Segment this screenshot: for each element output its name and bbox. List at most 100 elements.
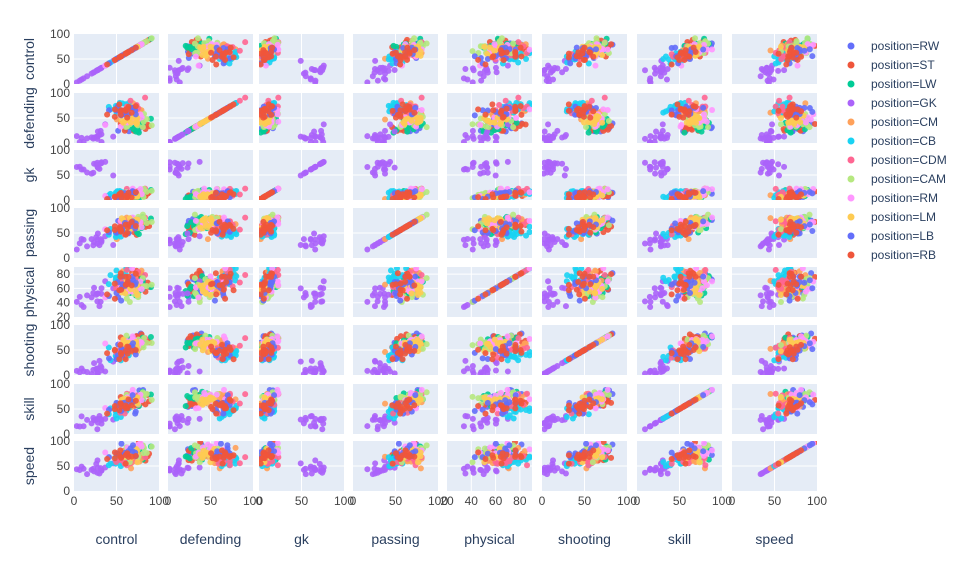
point-group — [74, 94, 155, 143]
data-point-rb — [402, 53, 409, 60]
data-point-gk — [173, 76, 180, 83]
data-point-cdm — [588, 97, 595, 104]
data-point-rb — [482, 111, 489, 118]
data-point-rb — [389, 50, 396, 57]
data-point-rb — [117, 191, 124, 198]
data-point-rb — [668, 61, 675, 68]
point-group — [74, 158, 155, 200]
data-point-cdm — [236, 191, 243, 198]
data-point-gk — [642, 135, 649, 142]
data-point-rb — [397, 194, 404, 200]
data-point-rb — [677, 106, 684, 113]
data-point-cam — [705, 124, 712, 131]
data-point-cam — [469, 48, 476, 55]
data-point-rb — [411, 109, 418, 116]
data-point-gk — [760, 67, 767, 74]
data-point-lm — [127, 119, 134, 126]
point-group — [168, 35, 249, 84]
data-point-cdm — [236, 47, 243, 54]
data-point-rb — [128, 194, 135, 200]
data-point-rb — [397, 107, 404, 114]
data-point-gk — [769, 121, 776, 128]
data-point-gk — [642, 159, 649, 166]
data-point-cb — [228, 233, 235, 240]
data-point-gk — [542, 135, 548, 142]
point-group — [642, 94, 716, 143]
data-point-gk — [382, 134, 389, 141]
data-point-lm — [197, 224, 204, 231]
point-group — [460, 94, 532, 143]
data-point-rb — [104, 61, 111, 68]
data-point-gk — [757, 169, 764, 176]
data-point-rb — [682, 194, 689, 200]
data-point-cam — [148, 122, 155, 129]
data-point-lw — [259, 129, 264, 136]
data-point-cam — [804, 35, 811, 42]
data-point-gk — [74, 133, 80, 140]
data-point-rb — [268, 228, 275, 235]
data-point-rb — [677, 50, 684, 57]
data-point-rb — [475, 106, 482, 113]
data-point-rb — [692, 103, 699, 110]
data-point-rm — [513, 115, 520, 122]
data-point-rb — [490, 53, 497, 60]
data-point-cdm — [685, 97, 692, 104]
data-point-lw — [698, 128, 705, 135]
data-point-cb — [515, 59, 522, 66]
data-point-cam — [605, 118, 612, 125]
data-point-cdm — [236, 97, 243, 104]
data-point-gk — [493, 69, 500, 76]
data-point-gk — [781, 133, 788, 140]
data-point-cdm — [772, 185, 779, 192]
data-point-gk — [371, 69, 378, 76]
data-point-lb — [471, 112, 478, 119]
data-point-rb — [260, 114, 267, 121]
data-point-cam — [148, 219, 155, 226]
data-point-gk — [775, 161, 782, 168]
data-point-cam — [269, 211, 276, 218]
data-point-lm — [688, 117, 695, 124]
data-point-gk — [659, 160, 666, 167]
data-point-gk — [764, 77, 771, 84]
data-point-rm — [138, 224, 145, 231]
data-point-cm — [382, 116, 389, 123]
data-point-gk — [318, 160, 325, 167]
data-point-rb — [590, 53, 597, 60]
data-point-gk — [646, 163, 653, 170]
data-point-rb — [128, 218, 135, 225]
data-point-cam — [148, 187, 155, 194]
data-point-rb — [565, 101, 572, 108]
data-point-rb — [128, 109, 135, 116]
data-point-gk — [307, 134, 314, 141]
data-point-gk — [319, 135, 326, 142]
panel-control-vs-shooting — [542, 34, 627, 84]
data-point-rb — [790, 192, 797, 199]
data-point-gk — [168, 139, 173, 143]
data-point-rm — [192, 53, 199, 60]
data-point-cam — [139, 211, 146, 218]
data-point-rm — [709, 186, 716, 193]
data-point-gk — [542, 159, 548, 166]
data-point-lw — [184, 223, 191, 230]
data-point-rb — [259, 61, 264, 68]
data-point-cb — [385, 102, 392, 109]
data-point-gk — [312, 77, 319, 84]
data-point-rb — [798, 108, 805, 115]
data-point-cdm — [242, 94, 249, 101]
data-point-cam — [423, 40, 430, 47]
data-point-gk — [492, 64, 499, 71]
data-point-rb — [117, 53, 124, 60]
data-point-gk — [775, 133, 782, 140]
data-point-cm — [802, 100, 809, 107]
data-point-gk — [372, 133, 379, 140]
data-point-lb — [592, 46, 599, 53]
data-point-rb — [490, 107, 497, 114]
data-point-cdm — [242, 39, 249, 46]
data-point-rb — [221, 50, 228, 57]
data-point-gk — [770, 134, 777, 141]
panel-passing-vs-physical — [447, 208, 532, 258]
data-point-gk — [484, 135, 491, 142]
data-point-cam — [191, 40, 198, 47]
panel-control-vs-speed — [732, 34, 817, 84]
data-point-gk — [168, 240, 173, 247]
